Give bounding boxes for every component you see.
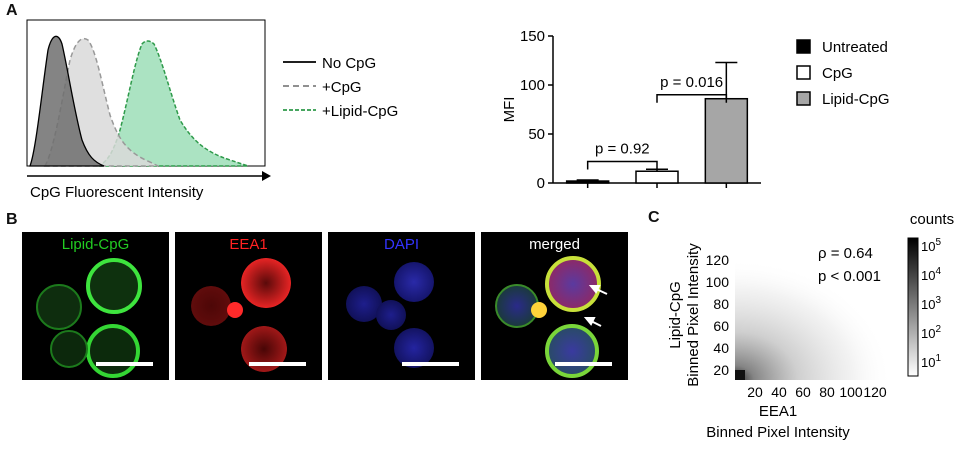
y-tick-label: 150 [520,28,545,45]
x-tick-label: 60 [795,384,811,400]
micrograph-dapi: DAPI [328,232,475,380]
histogram-curve-lipid-cpg [97,40,249,167]
y-axis-label: MFI [501,97,518,123]
histogram-xlabel: CpG Fluorescent Intensity [30,184,204,201]
x-axis-label-line1: EEA1 [759,403,797,420]
stat-rho: ρ = 0.64 [818,245,873,262]
panel-letter-c: C [648,209,660,226]
y-tick-label: 40 [713,340,729,356]
y-tick-label: 0 [537,175,545,192]
legend-label-untreated: Untreated [822,39,888,56]
bar-lipid-cpg [704,97,749,184]
cell [36,284,82,330]
histogram-x-arrowhead [262,171,271,181]
y-tick-label: 50 [528,126,545,143]
x-tick-label: 80 [819,384,835,400]
density-core [735,370,745,380]
bar-cpg [635,170,679,184]
scale-bar [249,362,306,366]
micrograph-merged: merged [481,232,628,380]
legend-label-lipid-cpg: Lipid-CpG [822,91,890,108]
cell [545,256,601,312]
y-tick-label: 80 [713,296,729,312]
colorbar-tick-label: 103 [921,295,941,312]
micrograph-label-dapi: DAPI [383,236,419,253]
cell [394,328,434,368]
y-tick-label: 120 [706,252,730,268]
p-value-label: p = 0.92 [595,140,650,157]
y-tick-label: 100 [520,77,545,94]
x-tick-label: 100 [839,384,863,400]
arrow-icons [583,285,608,327]
panel-letter-a: A [6,2,18,19]
cell [531,302,547,318]
panel-letter-b: B [6,211,18,228]
p-value-label: p = 0.016 [660,74,723,91]
scale-bar [555,362,612,366]
legend-swatch-lipid-cpg [796,91,811,106]
colorbar-tick-label: 104 [921,266,941,283]
significance-bracket [586,160,658,170]
cell [241,258,291,308]
bar-untreated [565,180,610,184]
micrograph-label-eea1: EEA1 [229,236,268,253]
x-tick-label: 120 [863,384,887,400]
y-tick-label: 20 [713,362,729,378]
y-tick-label: 60 [713,318,729,334]
micrograph-label-lipid-cpg: Lipid-CpG [61,236,130,253]
histogram-figure: CpG Fluorescent Intensity No CpG +CpG +L… [26,19,398,201]
stat-p: p < 0.001 [818,268,881,285]
scale-bar [402,362,459,366]
y-axis-label-line2: Binned Pixel Intensity [685,243,702,387]
legend-label-cpg: +CpG [322,79,362,96]
x-tick-label: 20 [747,384,763,400]
cell [191,286,231,326]
arrow-icon [588,285,608,295]
scale-bar [96,362,153,366]
density-cloud [735,258,893,380]
cell [50,330,88,368]
cell [376,300,406,330]
cell [227,302,243,318]
legend-swatch-untreated [796,39,811,54]
colorbar-tick-label: 105 [921,237,941,254]
cell [86,258,142,314]
micrograph-label-merged: merged [529,236,580,253]
micrograph-eea1: EEA1 [175,232,322,380]
y-tick-label: 100 [706,274,730,290]
legend-label-lipid-cpg: +Lipid-CpG [322,103,398,120]
cell [545,324,599,378]
micrograph-lipid-cpg: Lipid-CpG [22,232,169,380]
arrow-icon [583,317,602,327]
bar-chart: 0 50 100 150 MFI p = 0.92 p = 0.016 Untreated Cp… [501,28,890,192]
x-axis-label-line2: Binned Pixel Intensity [706,424,850,441]
colorbar-title: counts [910,211,954,228]
x-tick-label: 40 [771,384,787,400]
y-axis-label-line1: Lipid-CpG [667,281,684,349]
significance-bracket [656,94,728,103]
colorbar-tick-label: 102 [921,324,941,341]
histogram-curve-no-cpg [29,35,105,167]
cell [86,324,140,378]
colorbar [907,237,919,377]
legend-label-no-cpg: No CpG [322,55,376,72]
legend-label-cpg: CpG [822,65,853,82]
legend-swatch-cpg [796,65,811,80]
cell [394,262,434,302]
colorbar-tick-label: 101 [921,353,941,370]
